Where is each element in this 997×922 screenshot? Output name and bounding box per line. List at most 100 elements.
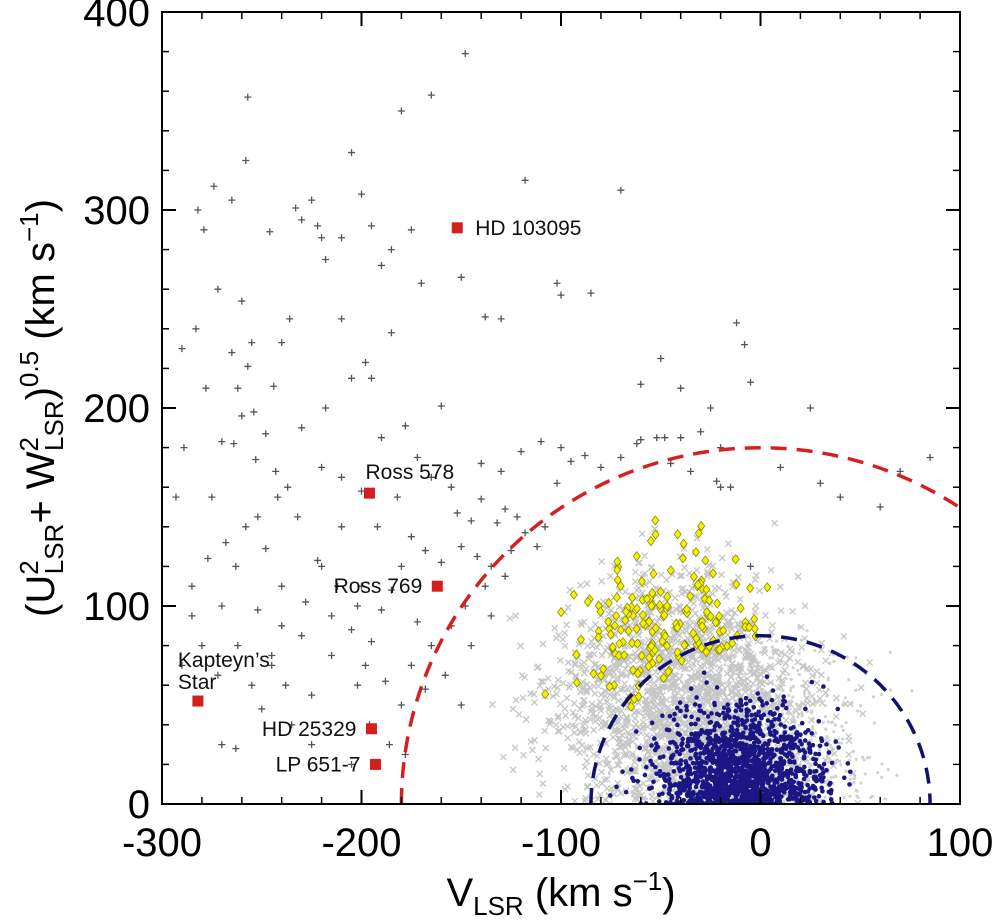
disk-star (791, 731, 795, 736)
thin-disk-star (777, 769, 782, 774)
disk-star (680, 673, 684, 677)
disk-star (910, 689, 914, 693)
thin-disk-star (694, 780, 700, 786)
thick-disk-star (710, 661, 718, 668)
thick-disk-star (521, 673, 529, 681)
halo-star (437, 402, 445, 410)
disk-star (888, 650, 892, 654)
disk-star (845, 655, 849, 659)
thick-disk-star (617, 713, 625, 721)
thick-disk-star (588, 638, 595, 646)
thick-disk-star (632, 653, 640, 661)
disk-star (879, 692, 884, 697)
thick-disk-star (696, 721, 704, 729)
intermediate-star (632, 551, 641, 562)
thick-disk-star (564, 734, 572, 742)
thick-disk-star (624, 739, 632, 747)
thick-disk-star (782, 716, 790, 724)
thin-disk-star (663, 778, 669, 784)
disk-star (844, 721, 848, 725)
halo-star (270, 382, 278, 390)
thin-disk-star (687, 782, 693, 788)
thin-disk-star (738, 746, 743, 752)
thin-disk-star (764, 701, 770, 706)
thin-disk-star (763, 799, 768, 804)
thick-disk-star (777, 607, 785, 615)
halo-star (537, 438, 545, 446)
thick-disk-star (643, 732, 651, 739)
thick-disk-star (617, 670, 625, 678)
disk-star (860, 755, 865, 759)
halo-star (741, 341, 749, 349)
thin-disk-star (769, 764, 775, 769)
intermediate-star (750, 613, 759, 625)
thick-disk-star (643, 711, 651, 719)
thin-disk-star (721, 710, 726, 716)
halo-star (200, 226, 208, 234)
halo-star (348, 760, 356, 768)
disk-star (844, 769, 848, 773)
thick-disk-star (801, 635, 809, 643)
thick-disk-star (658, 648, 666, 656)
halo-star (377, 434, 385, 442)
thin-disk-star (734, 702, 739, 708)
thin-disk-star (826, 750, 832, 755)
intermediate-star (660, 610, 669, 621)
thin-disk-star (774, 747, 780, 752)
intermediate-star (701, 555, 710, 566)
thick-disk-star (517, 642, 525, 650)
thick-disk-star (774, 658, 782, 666)
intermediate-star (719, 625, 728, 636)
thick-disk-star (506, 614, 514, 622)
intermediate-star (613, 564, 622, 576)
thick-disk-star (550, 682, 558, 690)
halo-star (421, 547, 429, 555)
thick-disk-star (614, 664, 622, 672)
disk-star (796, 715, 800, 719)
thick-disk-star (666, 730, 674, 738)
thick-disk-star (603, 784, 611, 792)
thin-disk-star (648, 758, 653, 764)
thin-disk-star (761, 757, 767, 762)
halo-star (172, 493, 180, 501)
disk-star (735, 643, 739, 647)
thin-disk-star (721, 705, 727, 711)
thin-disk-star (724, 712, 730, 718)
intermediate-star (647, 600, 656, 612)
disk-star (824, 727, 828, 731)
thin-disk-star (744, 778, 749, 783)
thin-disk-star (821, 775, 826, 780)
thin-disk-star (689, 731, 694, 737)
thick-disk-star (664, 722, 672, 729)
disk-star (791, 666, 795, 670)
thick-disk-star (714, 727, 722, 735)
thin-disk-star (680, 767, 686, 772)
thick-disk-star (615, 718, 623, 726)
disk-star (687, 729, 691, 733)
thin-disk-star (801, 776, 807, 782)
intermediate-star (627, 701, 636, 712)
thin-disk-star (742, 749, 747, 755)
halo-star (328, 612, 336, 620)
thick-disk-star (671, 693, 679, 701)
halo-star (244, 93, 252, 101)
thick-disk-star (661, 760, 669, 768)
halo-star (926, 454, 934, 461)
halo-star (617, 186, 625, 194)
intermediate-star (689, 628, 698, 639)
thin-disk-star (678, 708, 683, 714)
thick-disk-star (563, 621, 570, 629)
thin-disk-star (734, 744, 740, 749)
intermediate-star (694, 579, 703, 590)
named-star-marker (363, 487, 375, 499)
thin-disk-star (754, 729, 760, 734)
intermediate-star (682, 603, 691, 615)
halo-star (188, 582, 196, 590)
thick-disk-star (801, 602, 809, 610)
thick-disk-star (556, 727, 563, 735)
halo-star (407, 661, 415, 669)
disk-star (886, 767, 890, 772)
intermediate-star (637, 576, 646, 587)
thick-disk-star (522, 716, 530, 723)
thin-disk-star (704, 728, 710, 734)
